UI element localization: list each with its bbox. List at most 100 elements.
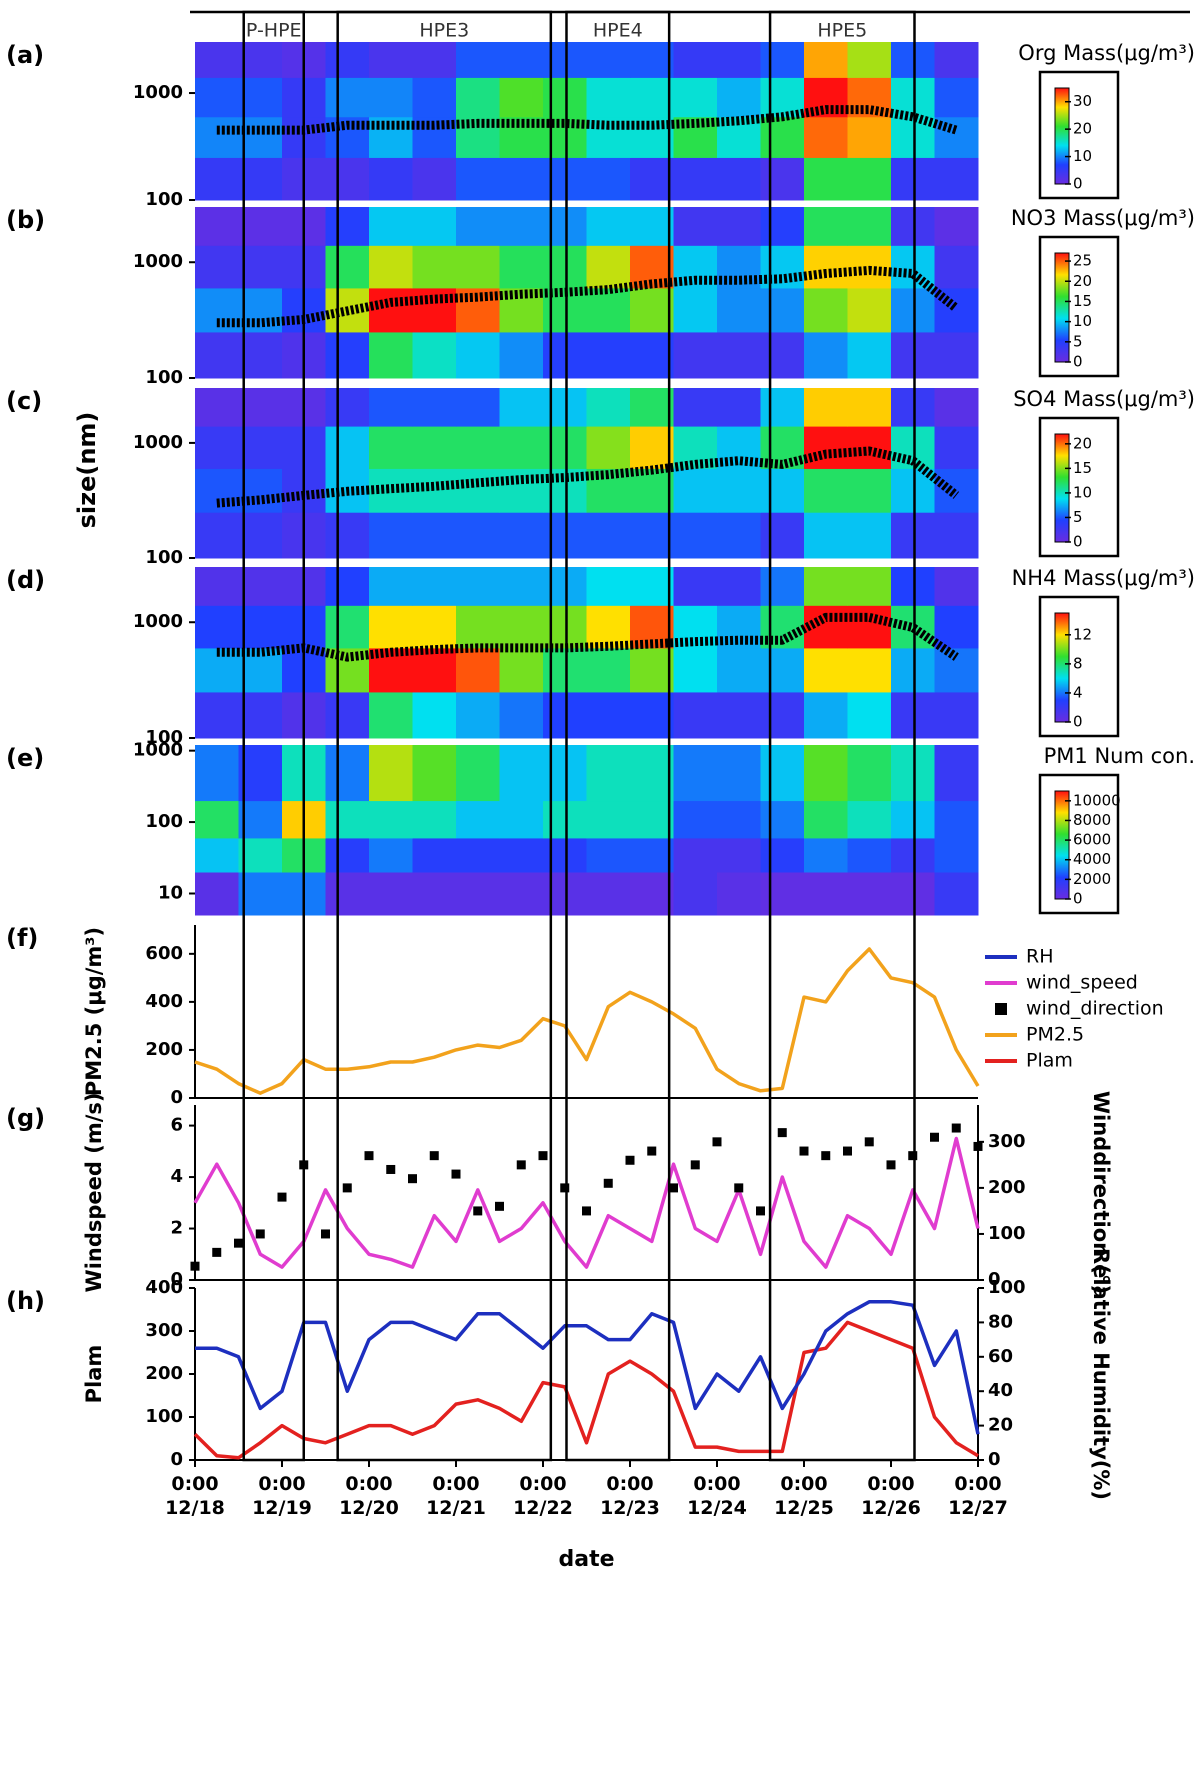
heatmap-cell [325, 745, 370, 802]
heatmap-cell [195, 567, 239, 606]
heatmap-cell [934, 331, 979, 379]
heatmap-cell [760, 116, 805, 158]
heatmap-cell [325, 691, 370, 739]
legend-label: wind_speed [1026, 972, 1138, 994]
heatmap-cell [586, 567, 631, 606]
heatmap-cell [847, 605, 892, 649]
heatmap-cell [412, 207, 457, 246]
heatmap-cell [891, 837, 935, 873]
heatmap-cell [195, 331, 239, 379]
legend-label: PM2.5 [1026, 1024, 1084, 1046]
colorbar-title: NH4 Mass(μg/m³) [1012, 566, 1195, 590]
heatmap-cell [195, 512, 239, 559]
heatmap-cell [325, 426, 370, 469]
y2-tick-label: 40 [988, 1380, 1013, 1401]
heatmap-cell [325, 157, 370, 201]
event-box [768, 10, 916, 1462]
heatmap-cell [717, 426, 761, 469]
heatmap-cell [412, 512, 457, 559]
heatmap-cell [586, 157, 631, 201]
line [193, 1320, 979, 1460]
heatmap-cell [804, 512, 848, 559]
heatmap-cell [934, 800, 979, 839]
heatmap-cell [847, 691, 892, 739]
heatmap-cell [238, 468, 283, 513]
marker [821, 1151, 831, 1161]
heatmap-cell [673, 745, 718, 802]
heatmap-cell [673, 837, 718, 873]
heatmap-cell [804, 287, 848, 333]
heatmap-cell [630, 77, 674, 118]
heatmap-cell [630, 871, 674, 916]
event-label: HPE4 [593, 20, 643, 42]
heatmap-cell [195, 871, 239, 916]
heatmap-cell [586, 77, 631, 118]
colorbar-title: Org Mass(μg/m³) [1018, 41, 1195, 65]
heatmap-cell [412, 647, 457, 693]
heatmap-cell [412, 800, 457, 839]
heatmap-cell [195, 77, 239, 118]
heatmap-cell [369, 512, 413, 559]
y-tick-label: 100 [145, 727, 183, 748]
heatmap-cell [847, 745, 892, 802]
heatmap-cell [847, 800, 892, 839]
heatmap-cell [412, 745, 457, 802]
heatmap-cell [760, 42, 805, 78]
heatmap-cell [673, 647, 718, 693]
heatmap-cell [195, 157, 239, 201]
heatmap-cell [369, 567, 413, 606]
heatmap-cell [717, 800, 761, 839]
marker [495, 1201, 504, 1211]
heatmap-cell [934, 245, 979, 289]
y2-tick-label: 0 [988, 1449, 1001, 1470]
heatmap-cell [717, 287, 761, 333]
colorbar-tick-label: 6000 [1073, 831, 1111, 849]
colorbar-tick-label: 10 [1073, 483, 1092, 501]
heatmap-cell [369, 331, 413, 379]
heatmap-cell [412, 388, 457, 427]
marker [603, 1178, 613, 1188]
heatmap-cell [847, 837, 892, 873]
heatmap-cell [369, 426, 413, 469]
heatmap-cell [934, 77, 979, 118]
heatmap-cell [717, 605, 761, 649]
heatmap-cell [369, 388, 413, 427]
marker [625, 1155, 635, 1165]
heatmap-cell [760, 512, 805, 559]
heatmap-cell [717, 77, 761, 118]
heatmap-cell [891, 800, 935, 839]
heatmap-cell [891, 567, 935, 606]
heatmap-cell [847, 388, 892, 427]
heatmap-cell [238, 287, 283, 333]
heatmap-cell [586, 331, 631, 379]
heatmap-cell [630, 388, 674, 427]
heatmap-cell [456, 800, 500, 839]
heatmap-cell [499, 871, 544, 916]
heatmap-cell [717, 647, 761, 693]
heatmap-cell [847, 207, 892, 246]
heatmap-cell [717, 468, 761, 513]
heatmap-cell [325, 871, 370, 916]
heatmap-cell [586, 245, 631, 289]
heatmap-cell [804, 388, 848, 427]
colorbar-title: NO3 Mass(μg/m³) [1011, 206, 1195, 230]
heatmap-cell [847, 42, 892, 78]
heatmap-cell [412, 468, 457, 513]
x-tick-label: 0:00 12/19 [252, 1473, 312, 1519]
heatmap-cell [804, 42, 848, 78]
heatmap-cell [847, 871, 892, 916]
marker [321, 1229, 330, 1239]
heatmap-cell [586, 647, 631, 693]
heatmap-cell [586, 207, 631, 246]
median-size-line [216, 265, 960, 328]
marker [973, 1141, 983, 1151]
heatmap-cell [369, 207, 413, 246]
heatmap-cell [238, 605, 283, 649]
panel-label: (g) [6, 1104, 45, 1132]
heatmap-cell [804, 245, 848, 289]
colorbar-tick-label: 25 [1073, 252, 1092, 270]
heatmap-cell [847, 567, 892, 606]
heatmap-cell [586, 388, 631, 427]
heatmap-cell [412, 871, 457, 916]
marker [560, 1183, 570, 1193]
